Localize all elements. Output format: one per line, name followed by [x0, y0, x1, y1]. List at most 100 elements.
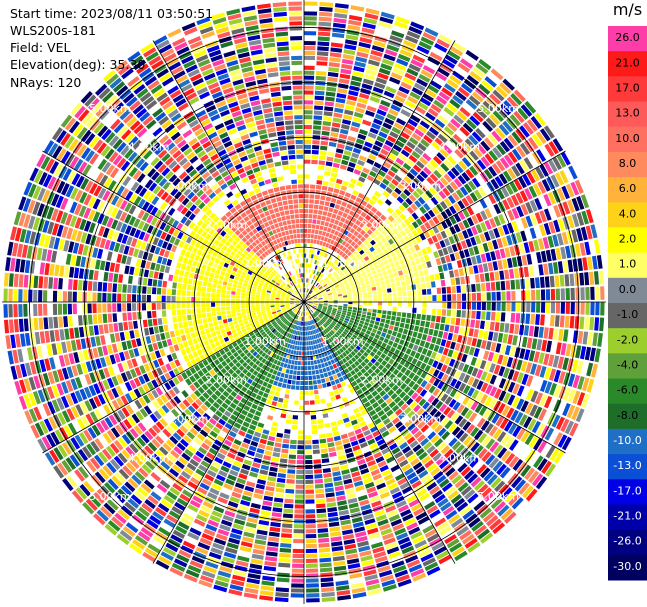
range-gate-cell	[520, 230, 528, 242]
range-gate-cell	[552, 138, 564, 152]
range-gate-cell	[448, 398, 457, 408]
range-gate-cell	[339, 205, 346, 212]
range-gate-cell	[313, 459, 321, 464]
range-gate-cell	[420, 276, 426, 283]
range-gate-cell	[308, 370, 312, 376]
range-gate-cell	[121, 434, 132, 445]
range-gate-cell	[280, 372, 285, 378]
range-gate-cell	[308, 326, 310, 331]
range-gate-cell	[384, 117, 395, 126]
range-gate-cell	[209, 385, 217, 393]
range-gate-cell	[427, 107, 439, 118]
range-gate-cell	[321, 331, 326, 336]
range-gate-cell	[499, 248, 506, 259]
range-gate-cell	[300, 376, 304, 381]
range-gate-cell	[54, 329, 60, 342]
range-gate-cell	[523, 139, 535, 153]
range-gate-cell	[146, 519, 159, 530]
range-gate-cell	[106, 389, 115, 401]
range-gate-cell	[485, 97, 498, 109]
range-gate-cell	[229, 354, 235, 361]
range-gate-cell	[249, 374, 256, 381]
range-gate-cell	[58, 316, 64, 328]
range-gate-cell	[489, 113, 501, 126]
range-gate-cell	[334, 316, 340, 320]
range-gate-cell	[48, 317, 54, 329]
range-gate-cell	[319, 562, 332, 568]
range-gate-cell	[493, 203, 502, 215]
range-gate-cell	[252, 315, 258, 319]
range-gate-cell	[157, 502, 170, 513]
range-gate-cell	[397, 302, 402, 307]
range-gate-cell	[500, 186, 510, 198]
range-gate-cell	[197, 386, 205, 394]
range-gate-cell	[575, 302, 580, 315]
range-gate-cell	[216, 452, 226, 460]
range-gate-cell	[389, 346, 396, 353]
range-gate-cell	[190, 414, 199, 423]
range-gate-cell	[104, 355, 112, 366]
range-gate-cell	[560, 246, 567, 260]
range-gate-cell	[479, 198, 488, 209]
range-gate-cell	[410, 503, 423, 512]
range-gate-cell	[57, 303, 63, 315]
range-gate-cell	[380, 401, 388, 409]
range-gate-cell	[408, 498, 420, 508]
range-gate-cell	[373, 236, 380, 243]
range-gate-cell	[308, 268, 311, 273]
range-gate-cell	[534, 392, 544, 405]
range-gate-cell	[337, 594, 352, 601]
range-gate-cell	[382, 270, 388, 276]
range-gate-cell	[350, 234, 356, 241]
range-gate-cell	[353, 267, 359, 272]
range-gate-cell	[328, 337, 333, 343]
range-gate-cell	[211, 443, 220, 452]
range-gate-cell	[310, 330, 313, 335]
range-gate-cell	[431, 308, 437, 315]
range-gate-cell	[124, 501, 137, 513]
range-gate-cell	[206, 333, 212, 339]
range-gate-cell	[314, 234, 318, 240]
range-gate-cell	[322, 357, 327, 363]
range-gate-cell	[510, 279, 516, 290]
range-gate-cell	[260, 306, 265, 309]
range-gate-cell	[281, 357, 286, 363]
range-gate-cell	[339, 318, 344, 322]
range-gate-cell	[213, 374, 220, 381]
range-gate-cell	[506, 356, 514, 368]
range-gate-cell	[187, 353, 194, 360]
range-gate-cell	[38, 303, 43, 316]
range-gate-cell	[160, 498, 173, 509]
range-gate-cell	[500, 344, 507, 355]
range-gate-cell	[189, 458, 200, 468]
range-gate-cell	[499, 322, 505, 333]
range-gate-cell	[3, 319, 10, 334]
range-gate-cell	[379, 336, 385, 342]
range-gate-cell	[280, 323, 285, 328]
range-gate-cell	[372, 86, 384, 94]
range-gate-cell	[63, 354, 71, 366]
range-gate-cell	[269, 368, 274, 374]
range-gate-cell	[341, 275, 346, 280]
range-gate-cell	[262, 333, 268, 338]
range-gate-cell	[260, 385, 266, 392]
range-gate-cell	[313, 287, 317, 291]
range-gate-cell	[120, 485, 133, 496]
range-gate-cell	[74, 469, 86, 482]
range-gate-cell	[246, 450, 256, 457]
range-gate-cell	[306, 578, 319, 583]
range-gate-cell	[457, 462, 468, 473]
range-gate-cell	[439, 240, 446, 248]
range-gate-cell	[291, 573, 304, 578]
range-gate-cell	[370, 266, 376, 272]
range-gate-cell	[367, 361, 374, 368]
range-gate-cell	[126, 340, 133, 350]
range-gate-cell	[218, 418, 226, 426]
range-gate-cell	[182, 315, 187, 322]
range-gate-cell	[409, 401, 418, 409]
range-gate-cell	[326, 312, 331, 315]
range-gate-cell	[348, 14, 363, 22]
range-gate-cell	[173, 323, 179, 330]
range-gate-cell	[553, 219, 561, 233]
range-gate-cell	[378, 569, 393, 578]
